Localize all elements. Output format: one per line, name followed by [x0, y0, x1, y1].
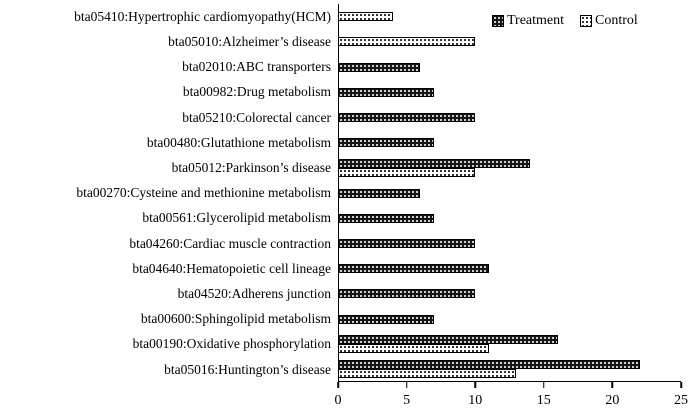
category-label: bta05016:Huntington’s disease [164, 361, 331, 377]
bar-treatment [338, 188, 421, 198]
x-tick-label: 15 [536, 393, 551, 408]
x-tick-mark [474, 382, 476, 388]
bar-group [338, 80, 681, 105]
category-label: bta00480:Glutathione metabolism [146, 134, 331, 150]
bar-control [338, 167, 476, 177]
chart-row: bta05012:Parkinson’s disease [0, 155, 681, 180]
chart-row: bta00480:Glutathione metabolism [0, 130, 681, 155]
bar-group [338, 206, 681, 231]
chart-rows: bta05410:Hypertrophic cardiomyopathy(HCM… [0, 4, 681, 382]
x-tick-mark [337, 382, 339, 388]
chart-row: bta05016:Huntington’s disease [0, 357, 681, 382]
bar-group [338, 54, 681, 79]
bar-control [338, 369, 517, 379]
legend-treatment-label: Treatment [507, 13, 565, 28]
x-tick-label: 0 [334, 393, 342, 408]
category-label: bta05210:Colorectal cancer [182, 109, 331, 125]
treatment-swatch-icon [492, 15, 504, 27]
x-tick-mark [543, 382, 545, 388]
chart-row: bta05410:Hypertrophic cardiomyopathy(HCM… [0, 4, 681, 29]
bar-control [338, 12, 393, 22]
legend-item-control: Control [580, 13, 638, 29]
chart-row: bta04260:Cardiac muscle contraction [0, 231, 681, 256]
chart-row: bta00270:Cysteine and methionine metabol… [0, 180, 681, 205]
bar-group [338, 332, 681, 357]
x-tick-label: 10 [468, 393, 483, 408]
chart-row: bta00982:Drug metabolism [0, 80, 681, 105]
category-label: bta00270:Cysteine and methionine metabol… [76, 185, 331, 201]
chart-row: bta02010:ABC transporters [0, 54, 681, 79]
bar-group [338, 306, 681, 331]
control-swatch-icon [580, 15, 593, 27]
x-tick-mark [611, 382, 614, 388]
category-label: bta04520:Adherens junction [177, 286, 331, 302]
category-label: bta04260:Cardiac muscle contraction [129, 235, 331, 251]
bar-group [338, 155, 681, 180]
x-axis-tick-labels: 0 5 10 15 20 25 [334, 393, 689, 411]
bar-treatment [338, 314, 435, 324]
bar-treatment [338, 238, 476, 248]
chart-row: bta05010:Alzheimer’s disease [0, 29, 681, 54]
bar-treatment [338, 335, 558, 345]
bar-group [338, 256, 681, 281]
chart-row: bta05210:Colorectal cancer [0, 105, 681, 130]
bar-group [338, 357, 681, 382]
x-tick-label: 25 [674, 393, 688, 408]
category-label: bta05012:Parkinson’s disease [171, 160, 331, 176]
bar-control [338, 344, 489, 354]
x-tick-label: 20 [605, 393, 620, 408]
bar-group [338, 130, 681, 155]
bar-treatment [338, 289, 476, 299]
legend-item-treatment: Treatment [492, 13, 564, 29]
x-axis-tick-marks [337, 382, 682, 388]
bar-treatment [338, 360, 640, 370]
category-label: bta05010:Alzheimer’s disease [168, 34, 331, 50]
bar-treatment [338, 213, 435, 223]
chart-row: bta00561:Glycerolipid metabolism [0, 206, 681, 231]
bar-treatment [338, 158, 531, 168]
bar-group [338, 180, 681, 205]
bar-treatment [338, 62, 421, 72]
bar-treatment [338, 264, 489, 274]
category-label: bta00600:Sphingolipid metabolism [140, 311, 331, 327]
legend: Treatment Control [492, 13, 638, 29]
category-label: bta04640:Hematopoietic cell lineage [132, 260, 331, 276]
chart-row: bta04640:Hematopoietic cell lineage [0, 256, 681, 281]
bar-group [338, 29, 681, 54]
category-label: bta00190:Oxidative phosphorylation [132, 336, 331, 352]
x-tick-label: 5 [403, 393, 411, 408]
x-tick-mark [680, 382, 682, 388]
bar-treatment [338, 112, 476, 122]
bar-group [338, 281, 681, 306]
bar-group [338, 105, 681, 130]
category-label: bta02010:ABC transporters [182, 59, 331, 75]
x-tick-mark [405, 382, 408, 388]
legend-control-label: Control [595, 13, 638, 28]
bar-group [338, 4, 681, 29]
bar-group [338, 231, 681, 256]
chart-row: bta04520:Adherens junction [0, 281, 681, 306]
category-label: bta00561:Glycerolipid metabolism [142, 210, 331, 226]
category-label: bta05410:Hypertrophic cardiomyopathy(HCM… [74, 8, 331, 24]
chart-row: bta00190:Oxidative phosphorylation [0, 332, 681, 357]
bar-treatment [338, 138, 435, 148]
bar-control [338, 37, 476, 47]
chart-row: bta00600:Sphingolipid metabolism [0, 306, 681, 331]
bar-treatment [338, 87, 435, 97]
category-label: bta00982:Drug metabolism [182, 84, 331, 100]
